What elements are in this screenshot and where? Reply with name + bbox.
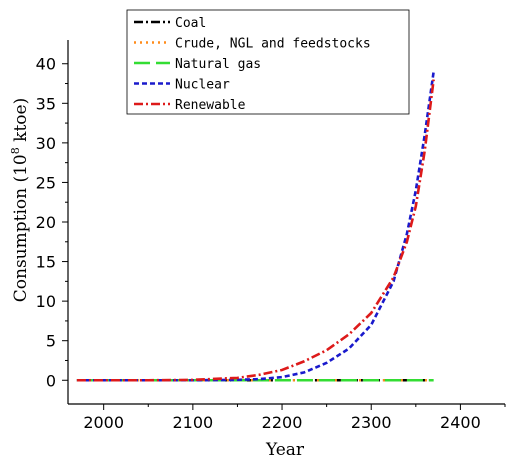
y-tick-label: 40	[36, 55, 56, 74]
x-axis-title: Year	[265, 440, 305, 460]
legend-box	[126, 9, 410, 115]
y-axis-title: Consumption (108 ktoe)	[9, 98, 31, 302]
y-axis-title-main: Consumption (10	[11, 154, 31, 302]
y-tick-label: 15	[36, 253, 56, 272]
y-axis-title-unit: ktoe)	[11, 98, 31, 147]
legend-label: Renewable	[175, 98, 246, 113]
legend-label: Natural gas	[175, 57, 261, 72]
y-tick-label: 0	[46, 371, 56, 390]
legend-label: Nuclear	[175, 78, 230, 93]
series-line-5	[76, 79, 435, 382]
y-tick-label: 30	[36, 134, 56, 153]
y-tick-label: 5	[46, 332, 56, 351]
y-tick-label: 25	[36, 173, 56, 192]
series-line-4	[76, 71, 435, 382]
y-tick-label: 20	[36, 213, 56, 232]
x-tick-label: 2300	[351, 413, 392, 432]
x-tick-label: 2200	[262, 413, 303, 432]
x-tick-label: 2000	[83, 413, 124, 432]
legend-label: Crude, NGL and feedstocks	[175, 37, 371, 52]
series-lines	[76, 71, 435, 382]
legend-label: Coal	[175, 16, 206, 31]
y-tick-label: 35	[36, 94, 56, 113]
x-tick-label: 2100	[172, 413, 213, 432]
y-axis-title-exponent: 8	[9, 147, 22, 154]
x-tick-label: 2400	[440, 413, 481, 432]
ticks: 0 5 10 15 20 25 30 35 40 2000 2100 2200 2300 2400	[36, 55, 506, 432]
y-tick-label: 10	[36, 292, 56, 311]
legend: Coal Crude, NGL and feedstocks Natural gas…	[126, 9, 410, 115]
